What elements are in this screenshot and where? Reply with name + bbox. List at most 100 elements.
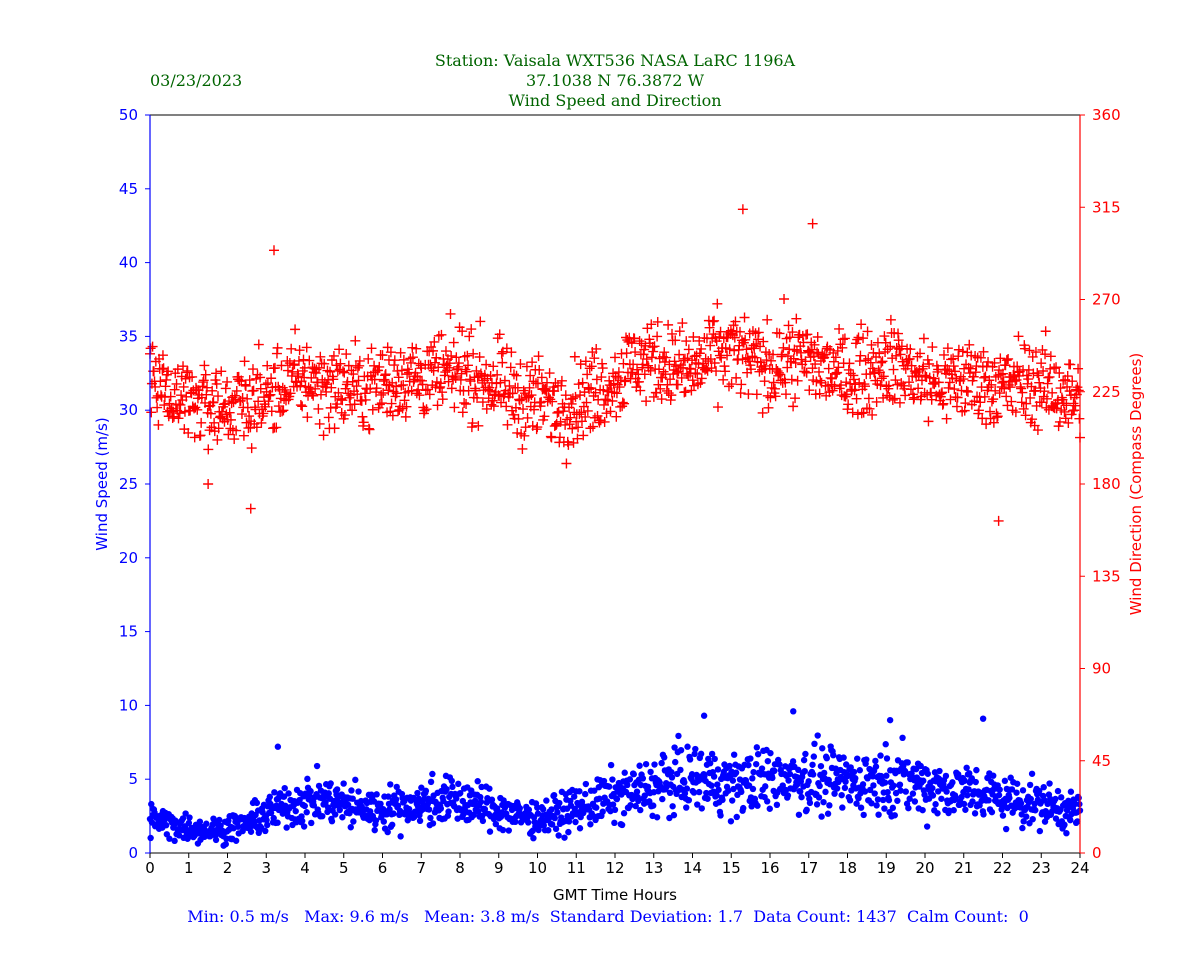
direction-point [437, 394, 448, 405]
speed-point [685, 796, 693, 804]
direction-point [269, 362, 280, 373]
speed-point [753, 744, 761, 751]
speed-point [1067, 788, 1075, 795]
direction-point [239, 356, 250, 367]
direction-point [488, 361, 499, 372]
direction-point [672, 379, 683, 390]
direction-point [374, 399, 385, 410]
speed-point [818, 813, 825, 820]
direction-point [337, 366, 348, 377]
direction-point [951, 401, 962, 412]
x-tick-label: 13 [644, 859, 663, 877]
speed-point [795, 766, 802, 774]
speed-point [784, 792, 792, 799]
speed-point [831, 790, 838, 797]
direction-point [619, 398, 630, 409]
direction-point [856, 319, 867, 330]
speed-point [885, 796, 893, 804]
speed-point [475, 808, 482, 815]
direction-point [694, 348, 705, 359]
direction-point [1000, 360, 1011, 371]
direction-point [827, 385, 838, 396]
direction-point [435, 378, 446, 389]
direction-point [278, 405, 289, 416]
direction-point [969, 396, 980, 407]
direction-point [586, 383, 597, 394]
direction-point [695, 377, 706, 388]
direction-point [314, 418, 325, 429]
speed-point [868, 800, 875, 807]
direction-point [823, 363, 834, 374]
speed-point [816, 782, 823, 790]
direction-point [352, 362, 363, 373]
direction-point [494, 390, 505, 401]
direction-point [1065, 359, 1076, 370]
direction-point [988, 417, 999, 428]
speed-point [996, 786, 1003, 793]
direction-point [591, 343, 602, 354]
direction-point [1013, 331, 1024, 342]
direction-point [890, 375, 901, 386]
speed-point [749, 775, 756, 782]
direction-point [852, 334, 863, 345]
speed-point [672, 758, 679, 766]
direction-point [393, 406, 404, 417]
direction-point [224, 407, 235, 418]
direction-point [880, 346, 891, 357]
direction-point [990, 385, 1001, 396]
direction-outlier-point [203, 479, 214, 489]
direction-point [712, 298, 723, 309]
speed-point [929, 792, 937, 799]
direction-point [973, 405, 984, 416]
direction-point [1034, 377, 1045, 388]
speed-point [762, 783, 769, 790]
speed-point [669, 803, 676, 810]
direction-point [789, 344, 800, 355]
direction-point [933, 377, 944, 388]
direction-point [783, 320, 794, 331]
speed-point [884, 789, 891, 796]
direction-point [171, 378, 182, 389]
direction-point [923, 416, 934, 427]
direction-point [1045, 351, 1056, 362]
speed-point [1023, 813, 1030, 820]
speed-point [386, 806, 393, 813]
speed-point [889, 804, 897, 812]
direction-point [428, 345, 439, 356]
direction-point [262, 360, 273, 371]
direction-point [494, 329, 505, 340]
speed-point [891, 812, 898, 819]
speed-point [749, 785, 757, 793]
speed-point [486, 828, 494, 835]
direction-point [253, 396, 264, 407]
direction-point [521, 361, 532, 372]
speed-point [690, 789, 698, 796]
direction-point [335, 358, 346, 369]
chart-title: Wind Speed and Direction [508, 91, 721, 110]
direction-point [352, 389, 363, 400]
speed-point [879, 796, 887, 804]
direction-point [337, 395, 348, 406]
speed-point [1076, 800, 1083, 808]
direction-point [617, 397, 628, 408]
direction-point [442, 365, 453, 376]
speed-point [626, 776, 634, 783]
speed-point [1032, 807, 1039, 814]
speed-point [713, 792, 720, 799]
direction-point [1059, 406, 1070, 417]
speed-point [477, 798, 485, 806]
direction-point [681, 336, 692, 347]
speed-point [437, 805, 444, 812]
direction-point [1049, 363, 1060, 374]
speed-point [811, 740, 818, 748]
direction-point [614, 382, 625, 393]
speed-point [855, 795, 862, 802]
speed-point [313, 762, 321, 770]
direction-point [222, 376, 233, 387]
direction-point [439, 359, 450, 370]
speed-point [813, 801, 821, 808]
direction-point [353, 375, 364, 386]
direction-point [212, 434, 223, 445]
speed-point [677, 746, 685, 754]
speed-point [166, 835, 173, 842]
